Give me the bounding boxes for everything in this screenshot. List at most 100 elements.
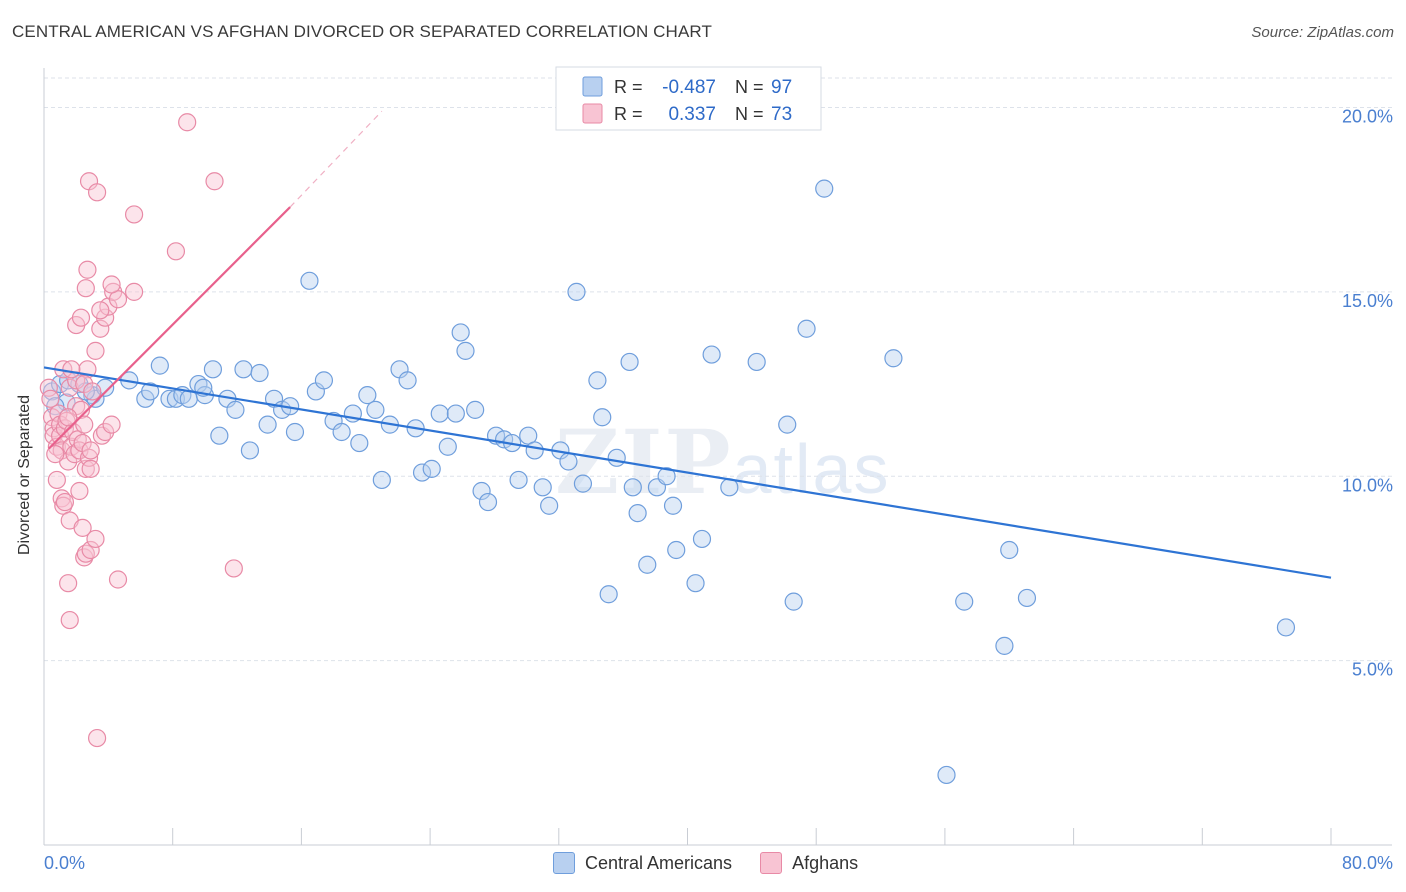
data-point-central-americans	[332, 422, 351, 442]
data-point-central-americans	[573, 474, 593, 493]
data-point-central-americans	[995, 636, 1014, 655]
stats-r-label: R =	[614, 104, 643, 124]
data-point-central-americans	[784, 592, 803, 611]
data-point-central-americans	[747, 352, 766, 372]
data-point-central-americans	[778, 415, 797, 434]
data-point-central-americans	[657, 467, 676, 486]
data-point-afghans	[73, 518, 92, 537]
stats-r-label: R =	[614, 77, 643, 97]
data-point-central-americans	[623, 478, 642, 497]
data-point-central-americans	[314, 371, 334, 390]
data-point-central-americans	[234, 360, 253, 379]
data-point-central-americans	[358, 386, 377, 405]
data-point-central-americans	[478, 492, 498, 512]
data-point-afghans	[91, 301, 110, 320]
data-point-central-americans	[372, 470, 391, 490]
data-point-afghans	[71, 308, 91, 327]
data-point-afghans	[91, 319, 110, 338]
trendline-afghans	[48, 206, 291, 450]
data-point-central-americans	[525, 441, 544, 460]
data-point-afghans	[86, 341, 105, 360]
data-point-afghans	[78, 260, 97, 279]
data-point-afghans	[87, 728, 107, 748]
data-point-afghans	[86, 529, 105, 549]
data-point-afghans	[62, 360, 81, 379]
data-point-central-americans	[509, 470, 528, 490]
data-point-central-americans	[797, 319, 816, 338]
legend-swatch-afghans	[760, 852, 783, 874]
data-point-central-americans	[884, 349, 903, 368]
data-point-central-americans	[686, 574, 705, 593]
data-point-central-americans	[456, 341, 475, 360]
data-point-central-americans	[466, 400, 485, 419]
data-point-central-americans	[588, 371, 607, 390]
data-point-afghans	[59, 574, 78, 593]
data-point-afghans	[96, 422, 115, 442]
data-point-central-americans	[955, 592, 974, 611]
data-point-central-americans	[350, 433, 369, 453]
legend-item-afghans[interactable]: Afghans	[760, 852, 858, 874]
data-point-afghans	[108, 570, 128, 589]
source-prefix: Source:	[1251, 24, 1308, 41]
data-point-afghans	[47, 470, 66, 490]
data-point-afghans	[41, 389, 60, 408]
data-point-central-americans	[300, 271, 319, 290]
data-point-central-americans	[620, 352, 639, 372]
data-point-afghans	[81, 441, 100, 460]
data-point-central-americans	[446, 404, 465, 423]
bottom-legend: Central Americans Afghans	[553, 852, 858, 874]
data-point-central-americans	[240, 441, 260, 460]
data-point-central-americans	[285, 422, 305, 442]
x-tick-label: 80.0%	[1342, 853, 1393, 873]
data-point-central-americans	[258, 415, 277, 434]
y-tick-label: 5.0%	[1352, 660, 1393, 680]
data-point-central-americans	[667, 540, 686, 560]
data-point-central-americans	[607, 448, 626, 467]
data-point-central-americans	[628, 504, 647, 523]
data-point-afghans	[102, 415, 121, 434]
data-point-central-americans	[250, 363, 269, 383]
stats-r-value: 0.337	[668, 104, 716, 125]
legend-swatch-central-americans	[553, 852, 575, 874]
data-point-central-americans	[141, 382, 160, 401]
data-point-central-americans	[593, 408, 612, 427]
legend-item-central-americans[interactable]: Central Americans	[553, 852, 732, 874]
watermark: ZIPatlas	[555, 410, 890, 514]
data-point-central-americans	[430, 404, 449, 423]
data-point-afghans	[87, 183, 107, 202]
data-point-central-americans	[150, 356, 169, 375]
data-point-afghans	[76, 279, 95, 298]
data-point-afghans	[70, 481, 89, 501]
trendline-central-americans	[43, 366, 1332, 579]
chart-title: CENTRAL AMERICAN VS AFGHAN DIVORCED OR S…	[12, 22, 712, 41]
data-point-central-americans	[1276, 618, 1296, 637]
trendline-afghans-extension	[289, 110, 383, 208]
data-point-afghans	[83, 382, 102, 401]
data-point-afghans	[205, 172, 224, 191]
stats-legend-swatch	[582, 76, 603, 97]
data-point-afghans	[60, 378, 79, 397]
data-point-afghans	[46, 445, 65, 464]
data-point-afghans	[102, 275, 121, 294]
source-credit: Source: ZipAtlas.com	[1251, 24, 1394, 41]
x-tick-label: 0.0%	[44, 853, 85, 873]
data-point-afghans	[166, 242, 186, 261]
data-point-central-americans	[1017, 588, 1037, 608]
data-point-afghans	[124, 205, 144, 224]
data-point-central-americans	[692, 529, 712, 549]
data-point-afghans	[60, 610, 79, 630]
data-point-central-americans	[472, 481, 491, 501]
stats-n-label: N =	[735, 77, 764, 97]
data-point-afghans	[59, 408, 78, 427]
stats-legend-swatch	[582, 103, 603, 124]
data-point-afghans	[75, 415, 94, 434]
data-point-central-americans	[412, 463, 432, 482]
data-point-central-americans	[203, 360, 223, 379]
data-point-afghans	[124, 282, 144, 301]
data-point-afghans	[178, 113, 197, 132]
y-tick-label: 10.0%	[1342, 475, 1393, 495]
data-point-central-americans	[663, 496, 683, 515]
data-point-central-americans	[599, 585, 618, 604]
data-point-afghans	[224, 559, 243, 578]
data-point-afghans	[76, 459, 95, 478]
